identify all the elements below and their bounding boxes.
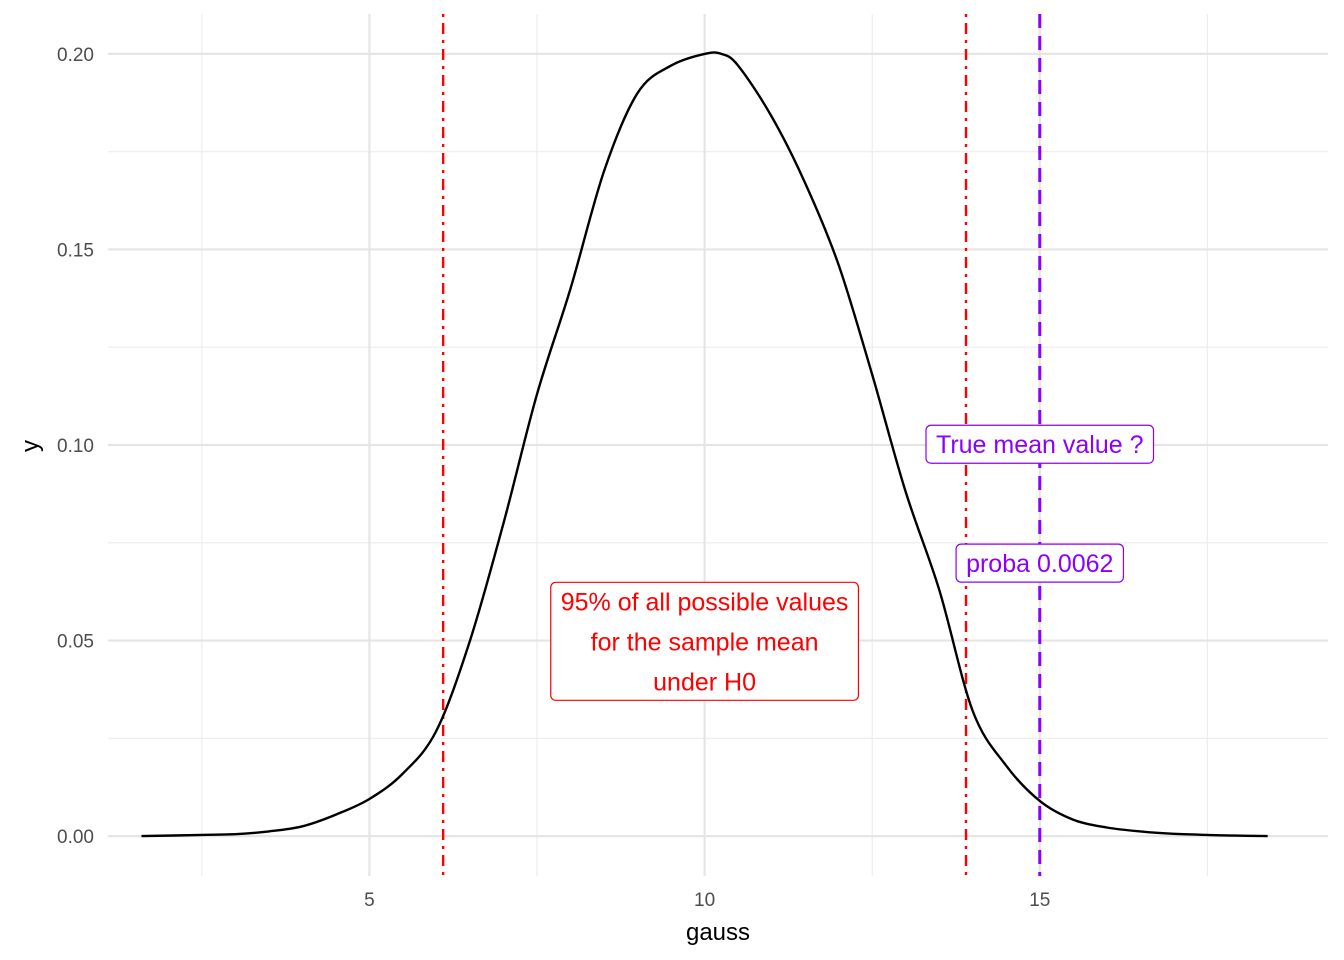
x-tick-label-2: 15 (1029, 890, 1050, 911)
y-axis-title: y (17, 440, 44, 452)
density-series (141, 51, 1268, 838)
y-tick-label-4: 0.20 (57, 45, 94, 66)
x-axis-ticks: 5 10 15 (364, 890, 1050, 911)
y-axis-ticks: 0.00 0.05 0.10 0.15 0.20 (57, 45, 94, 848)
y-tick-label-0: 0.00 (57, 827, 94, 848)
x-tick-label-0: 5 (364, 890, 375, 911)
x-axis-title: gauss (686, 919, 750, 946)
annotation-box-1 (925, 424, 1155, 464)
annotation-0-line-2: under H0 (653, 668, 756, 696)
y-tick-label-2: 0.10 (57, 436, 94, 457)
annotation-label-2: proba 0.0062 (955, 543, 1125, 583)
density-line-0 (141, 51, 1268, 838)
y-tick-label-1: 0.05 (57, 632, 94, 653)
annotation-1-line-0: True mean value ? (936, 431, 1144, 459)
annotation-0-line-0: 95% of all possible values (561, 588, 849, 616)
annotation-box-2 (955, 543, 1125, 583)
annotation-label-1: True mean value ? (925, 424, 1155, 464)
annotation-2-line-0: proba 0.0062 (966, 550, 1113, 578)
minor-gridlines (108, 14, 1328, 876)
annotation-0-line-1: for the sample mean (591, 628, 819, 656)
annotation-label-0: 95% of all possible values for the sample… (550, 581, 860, 701)
y-tick-label-3: 0.15 (57, 240, 94, 261)
annotation-box-0 (550, 581, 860, 701)
annotations: 95% of all possible values for the sample… (550, 424, 1155, 701)
x-tick-label-1: 10 (694, 890, 715, 911)
